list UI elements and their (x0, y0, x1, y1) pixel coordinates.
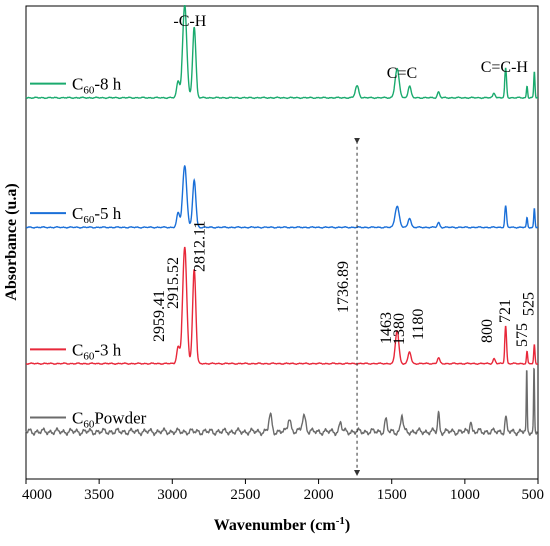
x-tick-label-3000: 3000 (157, 487, 187, 503)
peak-label-575: 575 (514, 323, 531, 347)
x-tick-label-1000: 1000 (450, 487, 480, 503)
series-line-s5 (25, 165, 538, 229)
x-tick-label-2500: 2500 (230, 487, 260, 503)
x-tick-label-3500: 3500 (84, 487, 114, 503)
x-tick-label-500: 500 (522, 487, 545, 503)
legend: C60-8 h C60-5 h C60-3 h C60Powder (30, 75, 147, 431)
x-axis: 4000 3500 3000 2500 2000 1500 1000 500 (22, 479, 544, 503)
group-label-1: C=C (387, 65, 417, 82)
peak-label-1736.89: 1736.89 (335, 261, 352, 313)
series-line-s8 (25, 4, 538, 100)
series-line-sp (25, 367, 539, 437)
peak-label-1380: 1380 (391, 313, 408, 345)
peak-label-1180: 1180 (410, 309, 427, 340)
y-axis-title: Absorbance (u.a) (3, 183, 20, 300)
series-lines (25, 4, 539, 437)
plot-frame (25, 5, 539, 480)
group-label-0: -C-H (173, 13, 206, 30)
peak-label-2915.52: 2915.52 (165, 257, 182, 309)
legend-label-s5: C60-5 h (72, 204, 122, 226)
peak-label-721: 721 (497, 299, 514, 323)
peak-label-525: 525 (521, 292, 538, 316)
legend-label-s8: C60-8 h (72, 75, 122, 97)
x-tick-label-4000: 4000 (22, 487, 52, 503)
legend-label-s3: C60-3 h (72, 340, 122, 362)
peak-label-2959.41: 2959.41 (151, 290, 168, 342)
group-label-2: C=C-H (481, 59, 529, 76)
peak-label-1463: 1463 (378, 312, 395, 344)
series-line-s3 (26, 246, 539, 366)
peak-label-800: 800 (479, 319, 496, 343)
x-tick-label-2000: 2000 (304, 487, 334, 503)
peak-label-2812.11: 2812.11 (191, 221, 208, 272)
x-axis-title: Wavenumber (cm-1) (214, 515, 350, 534)
x-tick-label-1500: 1500 (377, 487, 407, 503)
legend-label-sp: C60Powder (72, 409, 147, 431)
